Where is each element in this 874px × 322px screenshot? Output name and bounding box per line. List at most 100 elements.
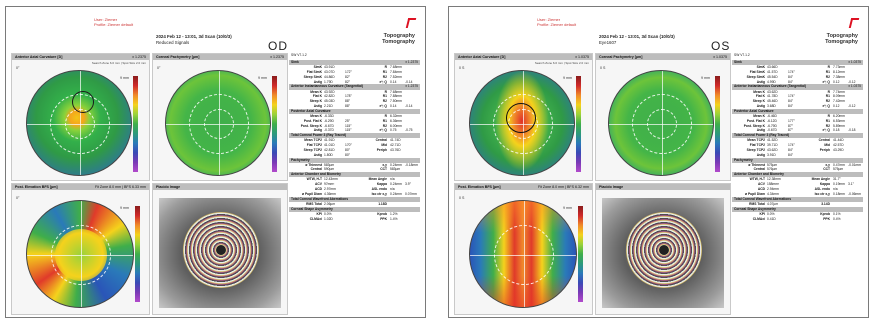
pupil-outline [506, 103, 536, 133]
software-version: SW V7.1.2 [734, 53, 750, 57]
measurement-cell: 7.68mm [390, 89, 402, 94]
measurement-cell: 1.02D [324, 216, 333, 221]
measurement-cell: R [827, 65, 830, 70]
measurement-row: Flat SimK 43.07D 172° R1 7.84mm [289, 70, 420, 75]
measurement-cell: 6.20mm [833, 113, 845, 118]
placido-image-panel[interactable]: Placido Image [152, 183, 288, 315]
pachymetry-map[interactable]: Corneal Pachymetry [µm] x 1.0375 0 S 9 m… [595, 53, 731, 181]
measurement-cell: 97mm³ [324, 182, 335, 187]
measurement-cell: 4.34mm [767, 191, 779, 196]
measurement-cell: SimK [756, 65, 765, 70]
brand-logo: Topography Tomography [382, 15, 417, 45]
measurement-cell: e²; Q [822, 103, 830, 108]
measurement-row: Astig -0.67D 87° e²; Q 0.18 -0.18 [732, 128, 863, 133]
measurement-cell: 0.0% [767, 211, 775, 216]
logo-icon [848, 18, 860, 28]
section-header: Corneal Shape Asymmetry [732, 206, 863, 212]
measurement-cell: 0.24mm [390, 182, 402, 187]
measurement-row: Steep TCP2 42.81D 80° Periph 43.76D [289, 148, 420, 153]
measurement-cell: R2 [382, 99, 387, 104]
measurement-cell: 0.12 [833, 103, 840, 108]
measurement-cell: 45.03D [324, 99, 335, 104]
measurement-cell: 43.62D [767, 147, 778, 152]
measurement-cell: -6.67D [324, 123, 334, 128]
measurement-cell: Astig [756, 79, 765, 84]
axial-curvature-map[interactable]: Anterior Axial Curvature [D] x 1.0375 Se… [454, 53, 593, 181]
measurement-cell: Flat TCP2 [306, 143, 322, 148]
measurement-cell: 41.78D [767, 94, 778, 99]
measurement-cell: 6.32mm [390, 113, 402, 118]
measurement-cell: 4.36mm [324, 191, 336, 196]
measurement-cell: RMS Total [749, 201, 765, 206]
measurement-cell: 39.71D [767, 143, 778, 148]
measurement-row: Flat TCP2 39.71D 174° Mid 42.57D [732, 143, 863, 148]
measurement-cell: Flat SimK [749, 69, 765, 74]
measurement-row: RMS Total 2.06µm 1.18D [289, 202, 420, 207]
axial-curvature-map[interactable]: Anterior Axial Curvature [D] x 1.2375 Se… [11, 53, 150, 181]
measurement-cell: 41.52D [767, 138, 778, 143]
measurement-cell: Mean TCP2 [747, 138, 765, 143]
measurement-cell: Astig [756, 103, 765, 108]
measurement-cell: Kprob [377, 211, 387, 216]
measurement-cell: 0.07mm [405, 191, 417, 196]
measurement-cell: e²; Q [379, 103, 387, 108]
measurement-cell: Mean K [310, 89, 322, 94]
measurement-row: Mean K 43.62D R 7.74mm [732, 90, 863, 95]
measurement-cell: Post. Steep K [300, 123, 322, 128]
measurement-cell: Periph [376, 147, 387, 152]
measurement-cell: Flat TCP2 [749, 143, 765, 148]
measurement-cell: Flat SimK [306, 69, 322, 74]
measurement-cell: 42.57D [833, 143, 844, 148]
measurement-cell: -0.37D [324, 128, 334, 133]
color-scale [715, 76, 720, 172]
measurement-cell: CLMAxi [752, 216, 765, 221]
eye-label: OS [711, 39, 731, 53]
placido-image-panel[interactable]: Placido Image [595, 183, 731, 315]
color-scale [135, 206, 140, 302]
measurement-cell: e²; Q [822, 79, 830, 84]
measurement-row: ACD 2.94mm ASL endo n/a [732, 187, 863, 192]
axial-map-disk [469, 70, 575, 176]
measurement-cell: Mean Angle [811, 177, 830, 182]
measurement-cell: -6.33D [324, 113, 334, 118]
report-page-os: User: Ziemer Profile: Ziemer default 202… [448, 6, 869, 318]
measurement-cell: 0.24mm [390, 162, 402, 167]
measurement-row: Mean TCP2 41.91D Central 41.74D [289, 138, 420, 143]
measurement-cell: 174° [788, 94, 795, 99]
profile-name: Profile: Ziemer default [94, 22, 134, 27]
measurement-cell: Flat K [755, 94, 765, 99]
measurement-cell: R2 [382, 123, 387, 128]
posterior-elevation-map[interactable]: Post. Elevation BFS [µm] Fit Zone 8.0 mm… [454, 183, 593, 315]
measurement-cell: CCT [823, 167, 830, 172]
measurement-row: Post. Flat K -6.29D 25° R1 6.36mm [289, 119, 420, 124]
measurement-cell: Astig [756, 128, 765, 133]
pachymetry-map[interactable]: Corneal Pachymetry [µm] x 1.2375 0° 9 mm [152, 53, 288, 181]
placido-image [602, 198, 724, 308]
measurement-cell: 575µm [833, 167, 844, 172]
measurement-row: Flat TCP2 41.01D 170° Mid 42.71D [289, 143, 420, 148]
measurement-row: Steep SimK 45.54D 84° R2 7.38mm [732, 75, 863, 80]
measurement-cell: Astig [756, 152, 765, 157]
measurement-cell: 7.50mm [390, 99, 402, 104]
measurement-cell: 44.86D [324, 74, 335, 79]
measurement-cell: Flat K [312, 94, 322, 99]
pupil-center [216, 245, 226, 255]
measurement-cell: 2.06µm [324, 201, 336, 206]
measurement-cell: 7.74mm [833, 89, 845, 94]
measurement-row: RMS Total 4.07µm 3.14D [732, 202, 863, 207]
posterior-elevation-map[interactable]: Post. Elevation BFS [µm] Fit Zone 8.0 mm… [11, 183, 150, 315]
measurement-row: Steep SimK 44.86D 82° R2 7.52mm [289, 75, 420, 80]
measurement-cell: 1.2% [390, 211, 398, 216]
section-header: Total Corneal Wavefront Aberrations [289, 196, 420, 202]
section-header: Posterior Axial Curvature [289, 108, 420, 114]
measurement-cell: 8.12mm [833, 69, 845, 74]
measurement-cell: 43.07D [324, 69, 335, 74]
measurement-cell: R1 [825, 69, 830, 74]
measurement-cell: 3.14D [821, 201, 830, 206]
measurement-cell: Central [375, 138, 387, 143]
measurement-cell: 174° [788, 143, 795, 148]
measurement-cell: 1.18D [378, 201, 387, 206]
measurement-cell: 0.24mm [390, 191, 402, 196]
measurement-cell: 174° [788, 69, 795, 74]
measurement-cell: Steep TCP2 [746, 147, 765, 152]
